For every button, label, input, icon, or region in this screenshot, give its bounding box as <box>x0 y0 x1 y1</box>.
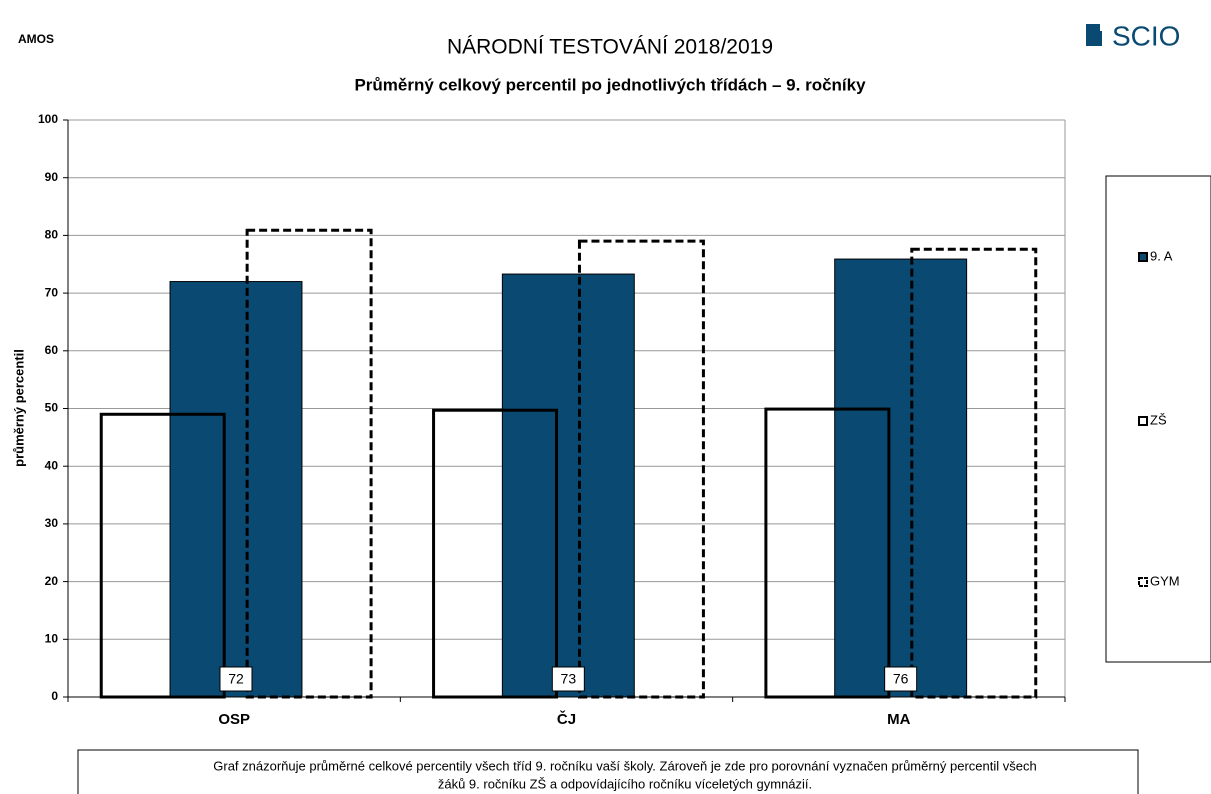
y-tick-label: 40 <box>45 458 59 472</box>
note-line: žáků 9. ročníku ZŠ a odpovídajícího ročn… <box>438 776 812 791</box>
y-tick-label: 70 <box>45 285 59 299</box>
legend-label: ZŠ <box>1150 412 1167 427</box>
legend-swatch <box>1138 252 1148 262</box>
data-label-box <box>219 666 253 692</box>
y-tick-label: 10 <box>45 631 59 645</box>
y-tick-label: 30 <box>45 516 59 530</box>
y-tick-label: 90 <box>45 170 59 184</box>
legend-box <box>1105 175 1211 663</box>
bar <box>501 273 635 698</box>
legend-label: 9. A <box>1150 248 1173 263</box>
legend-label: GYM <box>1150 573 1180 588</box>
note-line: Graf znázorňuje průměrné celkové percent… <box>213 758 1036 773</box>
data-label: 72 <box>228 671 244 687</box>
logo-icon-notch <box>1100 24 1107 31</box>
x-tick-label: ČJ <box>557 710 576 728</box>
y-tick-label: 100 <box>38 112 58 126</box>
y-tick-label: 50 <box>45 401 59 415</box>
x-tick-label: MA <box>887 711 910 728</box>
y-axis-label: průměrný percentil <box>11 349 26 467</box>
legend-swatch <box>1138 577 1148 587</box>
data-label-box <box>884 666 918 692</box>
logo-icon <box>1086 24 1102 46</box>
data-label-box <box>551 666 585 692</box>
bar <box>834 258 968 698</box>
bar-outline <box>245 228 373 699</box>
bar-outline <box>764 407 891 699</box>
data-label: 76 <box>893 671 909 687</box>
bar-outline <box>910 247 1038 699</box>
y-tick-label: 60 <box>45 343 59 357</box>
bar-outline <box>432 408 559 699</box>
y-tick-label: 80 <box>45 228 59 242</box>
y-tick-label: 0 <box>51 689 58 703</box>
bar-outline <box>99 412 226 699</box>
data-label: 73 <box>561 671 577 687</box>
note-box <box>77 749 1139 794</box>
chart-title: NÁRODNÍ TESTOVÁNÍ 2018/2019 <box>447 36 773 59</box>
legend-swatch <box>1138 416 1148 426</box>
corner-label: AMOS <box>18 32 54 46</box>
x-tick-label: OSP <box>218 711 250 728</box>
y-tick-label: 20 <box>45 574 59 588</box>
bar <box>169 281 303 698</box>
chart-subtitle: Průměrný celkový percentil po jednotlivý… <box>354 75 866 94</box>
logo: SCIO <box>1112 20 1180 51</box>
bar-outline <box>577 239 705 699</box>
